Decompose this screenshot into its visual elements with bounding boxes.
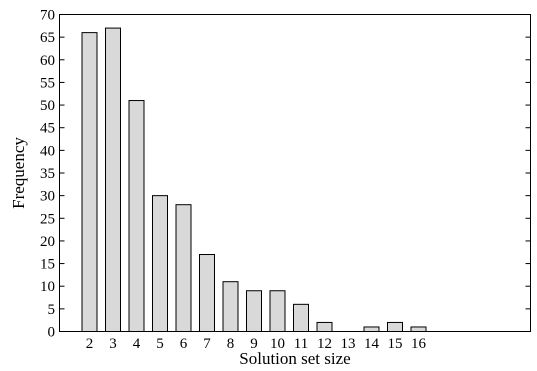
- y-tick-label-15: 15: [40, 257, 55, 273]
- x-tick-label-12: 12: [317, 336, 332, 352]
- x-tick-label-2: 2: [86, 336, 94, 352]
- bar-11: [293, 303, 309, 333]
- bar-4: [128, 100, 145, 332]
- y-axis-title: Frequency: [9, 137, 28, 209]
- x-tick-label-8: 8: [227, 336, 235, 352]
- y-tick-label-30: 30: [40, 189, 55, 205]
- bar-5: [152, 195, 168, 332]
- y-tick-label-55: 55: [40, 75, 55, 91]
- bar-16: [410, 326, 427, 333]
- y-tick-label-60: 60: [40, 53, 55, 69]
- bar-2: [81, 32, 98, 332]
- y-tick-label-10: 10: [40, 279, 55, 295]
- y-tick-label-35: 35: [40, 166, 55, 182]
- plot-frame: [59, 14, 531, 332]
- y-tick-label-5: 5: [48, 302, 56, 318]
- y-tick-label-45: 45: [40, 121, 55, 137]
- y-tick-label-0: 0: [48, 325, 56, 341]
- bar-9: [246, 290, 262, 332]
- bar-14: [363, 326, 380, 333]
- y-tick-label-40: 40: [40, 143, 55, 159]
- x-axis-title: Solution set size: [239, 349, 350, 368]
- x-tick-label-16: 16: [411, 336, 427, 352]
- y-tick-label-70: 70: [40, 8, 55, 24]
- x-axis: 2 3 4 5 6 7 8 9 10 11 12 13 14 15 16: [86, 336, 427, 352]
- bars-group: [81, 27, 427, 333]
- x-tick-label-3: 3: [109, 336, 117, 352]
- y-tick-label-25: 25: [40, 211, 55, 227]
- x-tick-label-7: 7: [203, 336, 211, 352]
- bar-12: [316, 321, 333, 333]
- x-tick-label-13: 13: [341, 336, 356, 352]
- x-tick-label-11: 11: [294, 336, 308, 352]
- y-tick-label-50: 50: [40, 98, 55, 114]
- y-axis: 0 5 10 15 20 25 30 35 40 45 50 55 60 65 70: [40, 8, 531, 341]
- x-tick-label-4: 4: [133, 336, 141, 352]
- x-tick-label-9: 9: [250, 336, 258, 352]
- bar-15: [387, 321, 403, 333]
- y-tick-label-20: 20: [40, 234, 55, 250]
- bar-3: [105, 27, 121, 332]
- x-tick-label-10: 10: [270, 336, 285, 352]
- bar-8: [222, 281, 239, 332]
- y-tick-label-65: 65: [40, 30, 55, 46]
- x-tick-label-15: 15: [388, 336, 403, 352]
- bar-7: [199, 254, 215, 332]
- x-tick-label-6: 6: [180, 336, 188, 352]
- bar-10: [269, 290, 286, 332]
- x-tick-label-14: 14: [364, 336, 380, 352]
- x-tick-label-5: 5: [156, 336, 164, 352]
- bar-6: [175, 204, 192, 332]
